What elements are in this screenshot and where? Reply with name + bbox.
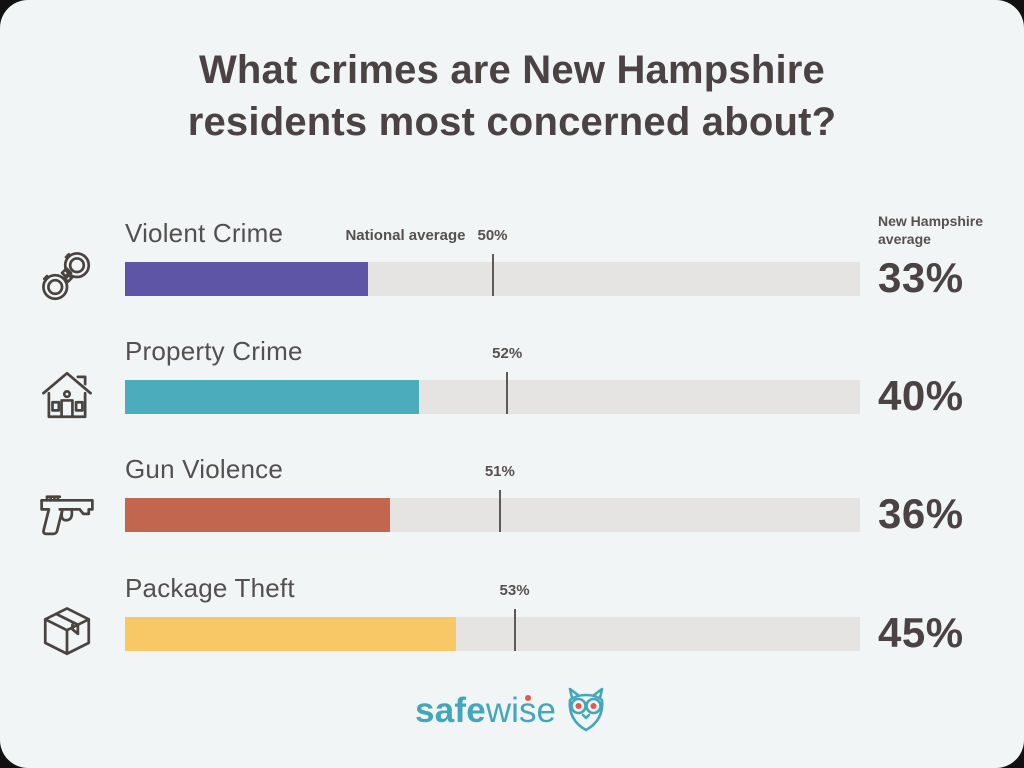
package-box-icon (36, 601, 98, 663)
owl-logo-icon (568, 687, 604, 732)
brand-word-safe: safe (415, 691, 486, 730)
bar-track (125, 498, 860, 532)
page-title: What crimes are New Hampshire residents … (0, 44, 1024, 148)
chart-row-violent-crime: Violent Crime National average 50% 33% (0, 212, 1024, 316)
bar-track (125, 617, 860, 651)
brand-word-wise: wise (485, 691, 556, 730)
bar-fill (125, 380, 419, 414)
chart-row-property-crime: Property Crime 52% 40% (0, 330, 1024, 434)
brand-footer: safewise (0, 684, 1024, 738)
category-label: Gun Violence (125, 454, 284, 484)
bar-track-wrap: 52% (125, 330, 860, 434)
state-average-value: 36% (878, 490, 964, 537)
category-label: Package Theft (125, 573, 295, 603)
national-average-value: 50% (477, 227, 508, 244)
bar-track (125, 380, 860, 414)
state-average-value: 40% (878, 372, 964, 419)
bar-fill (125, 262, 368, 296)
handcuffs-icon (36, 246, 98, 308)
bar-fill (125, 617, 456, 651)
chart-row-package-theft: Package Theft 53% 45% (0, 567, 1024, 671)
national-average-value: 53% (499, 582, 530, 599)
title-line-1: What crimes are New Hampshire (198, 48, 826, 92)
national-average-value: 52% (492, 345, 523, 362)
handgun-icon (36, 482, 98, 544)
national-average-tick (513, 609, 516, 651)
national-average-tick (491, 254, 494, 296)
right-axis-header: New Hampshire average (878, 213, 984, 247)
state-average-value: 33% (878, 254, 964, 301)
brand-wordmark: safewise (415, 686, 556, 736)
national-average-value: 51% (484, 463, 515, 480)
bar-track-wrap: National average 50% (125, 212, 860, 316)
national-average-tick (498, 490, 501, 532)
chart-row-gun-violence: Gun Violence 51% 36% (0, 448, 1024, 552)
bar-track-wrap: 53% (125, 567, 860, 671)
national-average-tick (506, 372, 509, 414)
category-label: Property Crime (125, 336, 303, 366)
state-average-value: 45% (878, 609, 964, 656)
house-icon (36, 364, 98, 426)
category-label: Violent Crime (125, 218, 284, 248)
i-dot-accent (525, 695, 532, 701)
bar-fill (125, 498, 390, 532)
national-average-label: National average (345, 227, 466, 244)
title-line-2: residents most concerned about? (187, 100, 837, 144)
bar-track-wrap: 51% (125, 448, 860, 552)
